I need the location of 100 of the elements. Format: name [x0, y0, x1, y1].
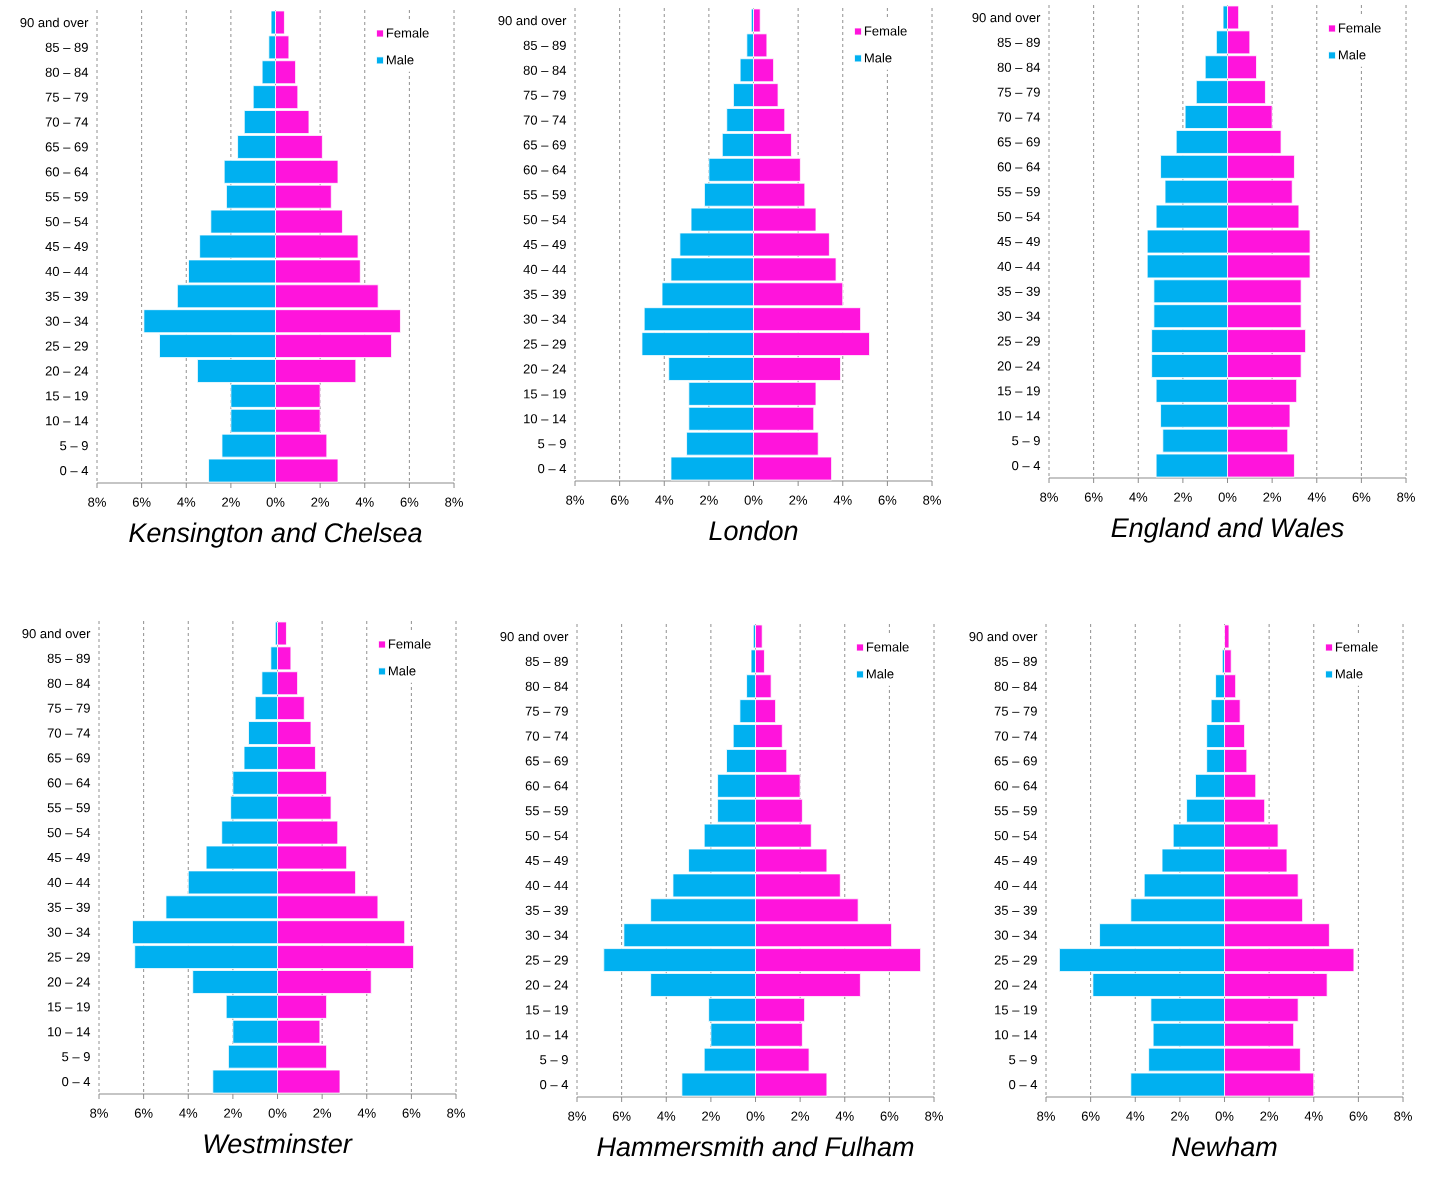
x-tick-label: 8%	[445, 497, 463, 507]
y-tick-label: 45 – 49	[47, 852, 90, 863]
x-tick-label: 0%	[744, 495, 763, 505]
bar	[277, 994, 327, 1019]
bar	[1224, 973, 1328, 997]
y-tick-label: 85 – 89	[47, 653, 90, 663]
x-tick-label: 8%	[566, 495, 584, 505]
x-tick-label: 8%	[1394, 1111, 1412, 1121]
y-tick-label: 5 – 9	[1009, 1055, 1037, 1065]
bar	[221, 820, 278, 845]
y-tick-label: 30 – 34	[523, 314, 567, 324]
x-tick-label: 4%	[655, 495, 674, 505]
bar	[672, 873, 756, 898]
x-tick-label: 4%	[357, 1108, 376, 1118]
x-tick-label: 4%	[657, 1111, 676, 1121]
y-tick-label: 75 – 79	[47, 703, 90, 713]
y-tick-label: 60 – 64	[525, 781, 569, 791]
y-tick-label: 25 – 29	[47, 952, 90, 962]
x-tick-label: 6%	[880, 1111, 899, 1121]
y-tick-label: 80 – 84	[994, 681, 1038, 691]
legend-label: Female	[388, 639, 431, 649]
bar	[623, 923, 756, 948]
bar	[277, 795, 332, 820]
y-tick-label: 40 – 44	[994, 880, 1038, 890]
y-tick-label: 65 – 69	[45, 142, 88, 152]
x-tick-label: 6%	[1352, 492, 1371, 502]
bar	[277, 671, 298, 696]
x-tick-label: 2%	[311, 497, 330, 507]
x-tick-label: 6%	[612, 1111, 631, 1121]
x-tick-label: 8%	[923, 495, 941, 505]
y-tick-label: 20 – 24	[994, 980, 1038, 990]
y-tick-label: 70 – 74	[994, 731, 1038, 741]
y-tick-label: 15 – 19	[524, 389, 566, 399]
legend-label: Male	[386, 54, 414, 65]
bar	[232, 770, 278, 795]
bar	[225, 994, 278, 1019]
x-tick-label: 8%	[90, 1108, 108, 1118]
x-tick-label: 2%	[700, 495, 718, 505]
bar	[277, 1019, 321, 1044]
y-tick-label: 50 – 54	[997, 212, 1041, 222]
bar	[1224, 923, 1330, 948]
bar	[132, 920, 278, 945]
bar	[755, 923, 893, 948]
y-tick-label: 85 – 89	[45, 42, 88, 52]
bar	[228, 1044, 278, 1069]
y-tick-label: 20 – 24	[47, 977, 91, 987]
y-tick-label: 25 – 29	[525, 955, 568, 965]
y-tick-label: 15 – 19	[48, 1002, 90, 1012]
bar	[717, 798, 756, 823]
x-tick-label: 8%	[447, 1108, 465, 1118]
y-tick-label: 40 – 44	[47, 877, 91, 887]
bar	[755, 873, 841, 898]
y-tick-label: 65 – 69	[997, 137, 1040, 147]
bar	[1224, 749, 1248, 773]
y-tick-label: 30 – 34	[994, 930, 1038, 940]
legend-label: Female	[864, 26, 907, 36]
y-tick-label: 50 – 54	[523, 215, 567, 225]
bar	[1206, 749, 1225, 773]
bar	[755, 749, 788, 773]
x-tick-label: 6%	[1081, 1111, 1100, 1121]
y-tick-label: 45 – 49	[45, 241, 88, 252]
bar	[755, 1047, 810, 1072]
x-tick-label: 6%	[610, 495, 629, 505]
y-tick-label: 45 – 49	[997, 236, 1040, 247]
x-tick-label: 2%	[224, 1108, 242, 1118]
bar	[1224, 773, 1257, 798]
x-tick-label: 8%	[568, 1111, 586, 1121]
y-tick-label: 35 – 39	[523, 289, 566, 299]
bar	[1224, 898, 1304, 923]
x-tick-label: 6%	[400, 497, 419, 507]
bar	[1130, 1072, 1225, 1097]
y-tick-label: 90 and over	[500, 631, 569, 642]
x-tick-label: 6%	[402, 1108, 421, 1118]
y-tick-label: 55 – 59	[997, 187, 1040, 197]
y-tick-label: 10 – 14	[524, 414, 567, 424]
y-tick-label: 15 – 19	[998, 386, 1040, 396]
y-tick-label: 60 – 64	[47, 778, 91, 788]
y-tick-label: 10 – 14	[998, 411, 1041, 421]
bar	[192, 970, 278, 994]
y-tick-label: 80 – 84	[47, 678, 91, 688]
bar	[1143, 873, 1225, 898]
y-tick-label: 70 – 74	[45, 117, 89, 127]
y-tick-label: 75 – 79	[523, 90, 566, 100]
bar	[688, 848, 756, 873]
y-tick-label: 85 – 89	[994, 656, 1037, 666]
bar	[755, 724, 783, 748]
x-tick-label: 2%	[791, 1111, 810, 1121]
y-tick-label: 0 – 4	[1009, 1079, 1038, 1090]
bar	[650, 898, 756, 923]
y-tick-label: 25 – 29	[997, 336, 1040, 346]
bar	[212, 1069, 278, 1094]
y-tick-label: 25 – 29	[45, 341, 88, 351]
y-tick-label: 20 – 24	[45, 366, 89, 376]
y-tick-label: 75 – 79	[997, 87, 1040, 97]
y-tick-label: 75 – 79	[994, 706, 1037, 716]
y-tick-label: 30 – 34	[45, 316, 89, 326]
bar	[277, 870, 357, 895]
y-tick-label: 0 – 4	[62, 1076, 91, 1087]
y-tick-label: 65 – 69	[525, 756, 568, 766]
y-tick-label: 90 and over	[22, 628, 91, 639]
